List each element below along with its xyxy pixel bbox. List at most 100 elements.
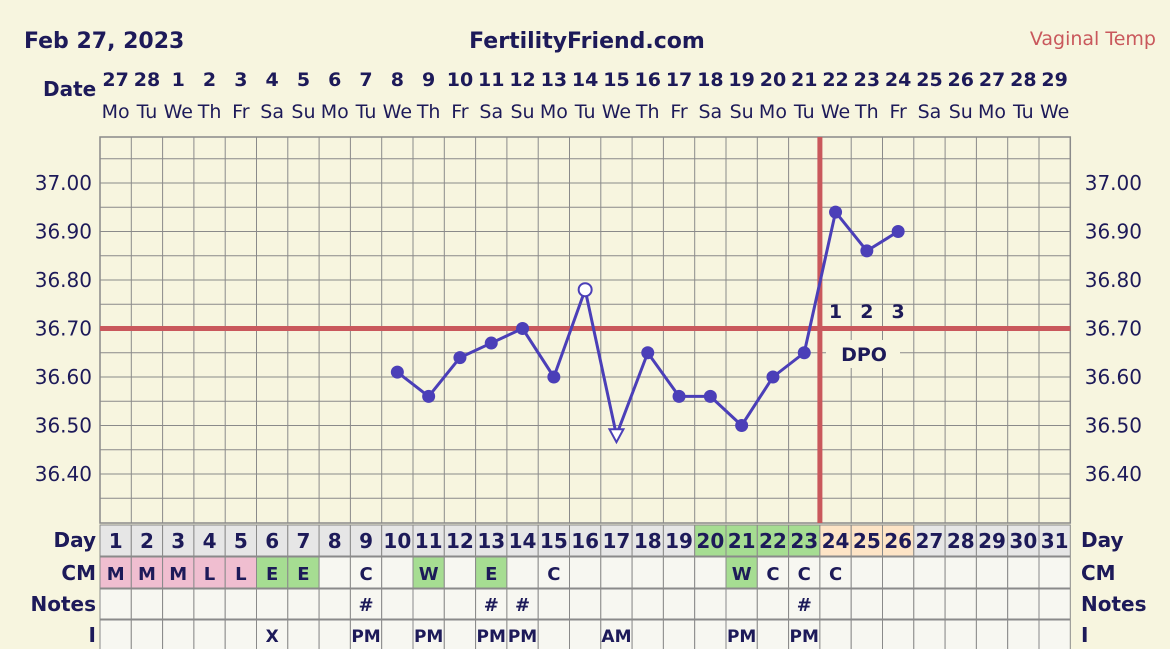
temperature-series <box>390 205 905 445</box>
cm-cell-bg <box>694 556 727 589</box>
notes-cell-bg <box>475 588 508 620</box>
cm-value: M <box>169 564 187 585</box>
date-columns: 27Mo1M28Tu2M1We3M2Th4L3Fr5L4Sa6EX5Su7E6M… <box>102 69 1070 647</box>
cycle-day-label: 29 <box>978 529 1006 553</box>
cm-value: E <box>485 564 497 585</box>
cycle-day-label: 17 <box>603 529 631 553</box>
i-cell-bg <box>694 619 727 649</box>
cycle-day-label: 21 <box>728 529 756 553</box>
notes-cell-bg <box>537 588 571 620</box>
i-cell-bg <box>788 619 821 649</box>
cycle-day-label: 7 <box>296 529 310 553</box>
day-cell-bg <box>819 524 852 557</box>
i-cell-bg <box>944 619 977 649</box>
notes-row-label-left: Notes <box>30 592 96 616</box>
date-label: 29 <box>1041 69 1067 91</box>
cm-cell-bg <box>819 556 852 589</box>
intercourse-value: PM <box>351 627 380 647</box>
notes-cell-bg <box>662 588 696 620</box>
date-label: 22 <box>822 69 848 91</box>
cycle-day-label: 6 <box>265 529 279 553</box>
y-tick-label-right: 36.40 <box>1085 462 1142 486</box>
notes-cell-bg <box>99 588 132 620</box>
i-cell-bg <box>99 619 132 649</box>
notes-cell-bg <box>130 588 164 620</box>
cm-value: C <box>829 564 842 585</box>
weekday-label: Fr <box>670 101 688 123</box>
notes-cell-bg <box>412 588 445 620</box>
weekday-label: We <box>1040 101 1069 123</box>
cm-value: L <box>204 564 215 585</box>
i-cell-bg <box>318 619 351 649</box>
day-cell-bg <box>381 524 414 557</box>
notes-cell-bg <box>725 588 758 620</box>
data-point <box>735 419 749 432</box>
weekday-label: Su <box>730 101 754 123</box>
cm-cell-bg <box>913 556 946 589</box>
temp-type-label: Vaginal Temp <box>1030 28 1156 50</box>
notes-cell-bg <box>349 588 383 620</box>
weekday-label: We <box>602 101 631 123</box>
table-rows <box>99 524 1071 649</box>
day-cell-bg <box>256 524 289 557</box>
day-cell-bg <box>1038 524 1071 557</box>
cycle-day-label: 16 <box>571 529 599 553</box>
cm-cell-bg <box>1038 556 1071 589</box>
day-cell-bg <box>944 524 977 557</box>
weekday-label: Sa <box>479 101 503 123</box>
weekday-label: Mo <box>540 101 568 123</box>
data-point <box>891 225 905 238</box>
cm-value: M <box>107 564 125 585</box>
data-point-triangle <box>607 428 626 445</box>
cm-cell-bg <box>318 556 351 589</box>
site-name: FertilityFriend.com <box>469 29 705 54</box>
data-point-open <box>577 282 593 298</box>
cm-cell-bg <box>631 556 664 589</box>
cycle-day-label: 28 <box>947 529 975 553</box>
data-point <box>547 370 561 384</box>
y-tick-label-right: 36.80 <box>1085 268 1142 292</box>
weekday-label: Tu <box>1012 101 1034 123</box>
day-row-label-left: Day <box>53 528 96 552</box>
i-cell-bg <box>443 619 477 649</box>
data-point <box>797 346 811 360</box>
note-value: # <box>515 595 530 616</box>
cm-value: E <box>297 564 309 585</box>
cycle-day-label: 25 <box>853 529 881 553</box>
cm-cell-bg <box>224 556 257 589</box>
notes-cell-bg <box>224 588 257 620</box>
i-cell-bg <box>975 619 1009 649</box>
notes-cell-bg <box>788 588 821 620</box>
notes-cell-bg <box>819 588 852 620</box>
cm-row-label-right: CM <box>1081 561 1116 585</box>
cm-cell-bg <box>130 556 164 589</box>
notes-cell-bg <box>913 588 946 620</box>
i-cell-bg <box>1038 619 1071 649</box>
cycle-day-label: 2 <box>140 529 154 553</box>
i-cell-bg <box>193 619 226 649</box>
data-point <box>766 370 780 384</box>
y-tick-label-left: 37.00 <box>35 171 92 195</box>
day-cell-bg <box>224 524 257 557</box>
y-tick-label-right: 36.50 <box>1085 414 1142 438</box>
cm-cell-bg <box>162 556 195 589</box>
date-label: 3 <box>234 69 247 91</box>
i-cell-bg <box>882 619 915 649</box>
day-cell-bg <box>631 524 664 557</box>
i-cell-bg <box>287 619 320 649</box>
cycle-day-label: 23 <box>790 529 818 553</box>
day-cell-bg <box>506 524 539 557</box>
cm-cell-bg <box>725 556 758 589</box>
weekday-label: Fr <box>889 101 907 123</box>
weekday-label: Tu <box>136 101 158 123</box>
cm-cell-bg <box>1007 556 1040 589</box>
notes-cell-bg <box>1038 588 1071 620</box>
cm-value: L <box>235 564 246 585</box>
notes-cell-bg <box>944 588 977 620</box>
cm-cell-bg <box>506 556 539 589</box>
date-label: 2 <box>203 69 216 91</box>
data-point <box>390 365 404 379</box>
cm-cell-bg <box>975 556 1009 589</box>
intercourse-value: X <box>266 627 279 647</box>
weekday-label: Tu <box>574 101 596 123</box>
